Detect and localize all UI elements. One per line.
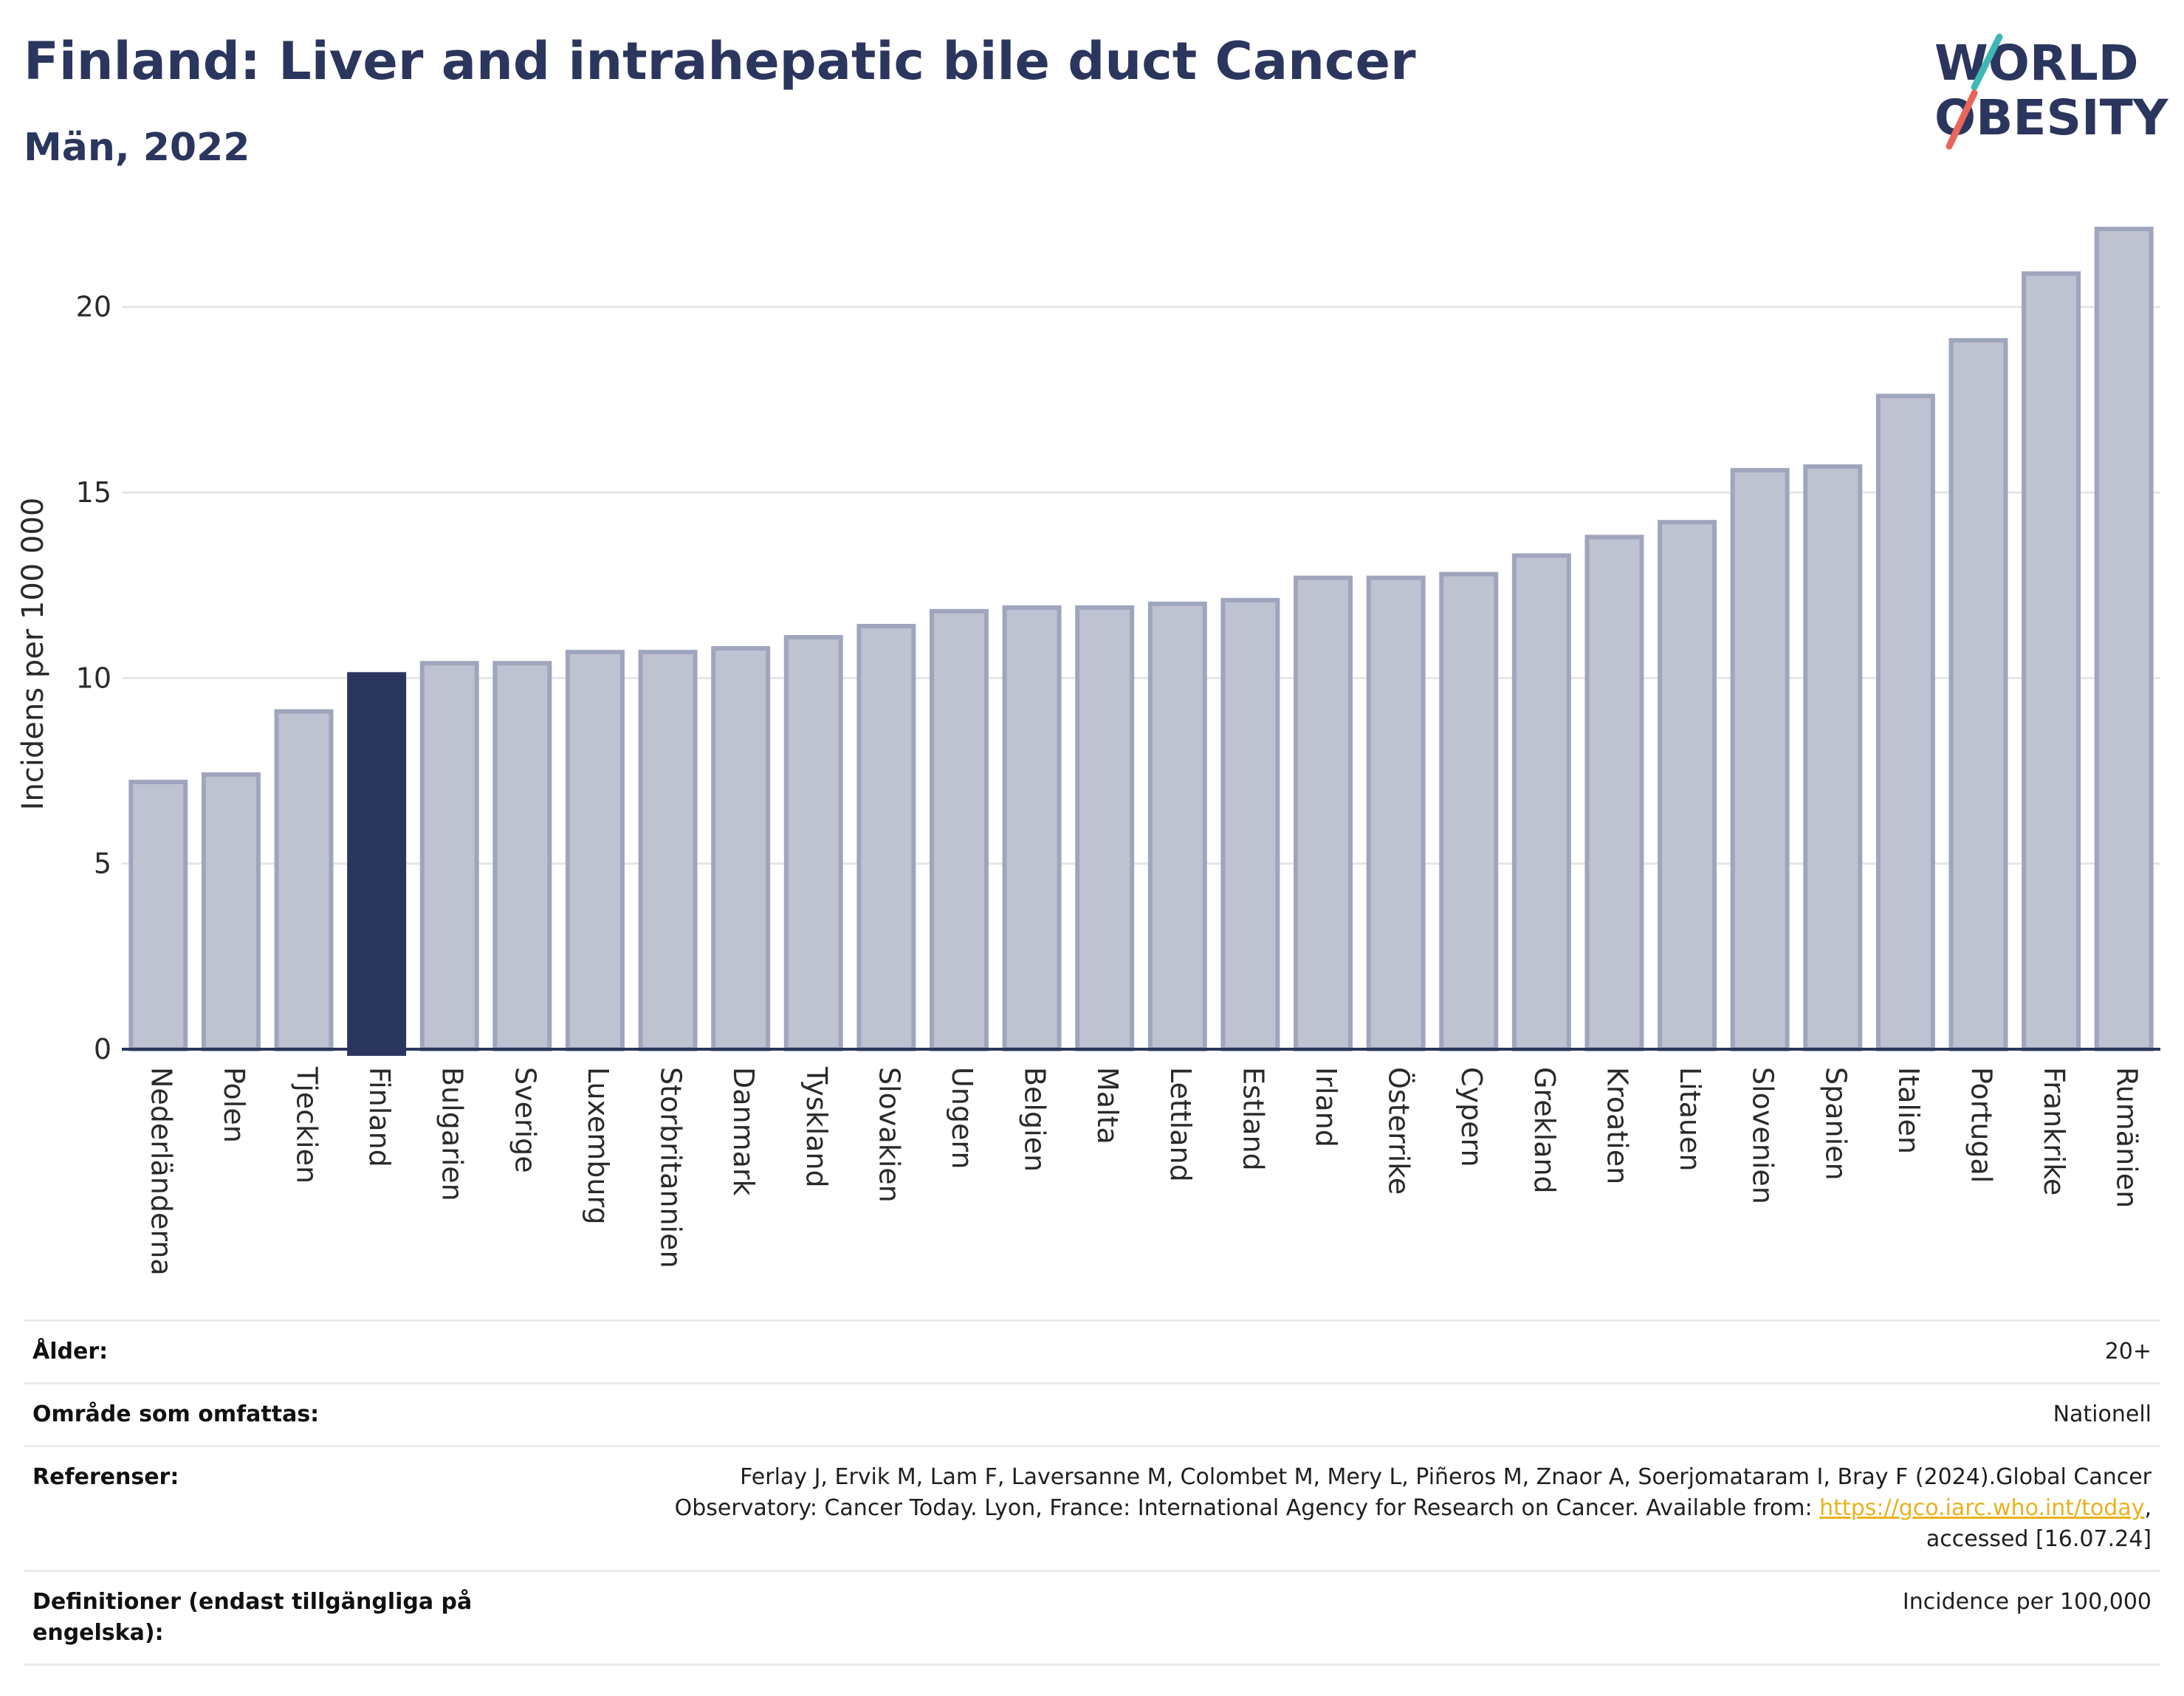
bar bbox=[1584, 535, 1644, 1051]
bar bbox=[419, 661, 479, 1051]
bar bbox=[1948, 337, 2008, 1051]
y-tick-label: 0 bbox=[94, 1033, 111, 1065]
x-tick-label: Rumänien bbox=[2111, 1067, 2143, 1208]
chart-subtitle: Män, 2022 bbox=[24, 126, 250, 170]
bar bbox=[565, 650, 625, 1051]
x-tick-label: Cypern bbox=[1455, 1067, 1488, 1167]
bar bbox=[1220, 597, 1280, 1051]
meta-label: Ålder: bbox=[32, 1339, 109, 1364]
bar bbox=[201, 772, 261, 1051]
reference-text: , bbox=[2144, 1495, 2152, 1521]
bar bbox=[128, 780, 188, 1051]
x-tick-label: Estland bbox=[1237, 1067, 1269, 1171]
meta-label: Definitioner (endast tillgängliga på eng… bbox=[32, 1589, 473, 1646]
x-tick-label: Irland bbox=[1310, 1067, 1342, 1147]
reference-text: accessed [16.07.24] bbox=[1926, 1526, 2152, 1552]
y-axis-label: Incidens per 100 000 bbox=[16, 498, 50, 811]
meta-row-age: Ålder: 20+ bbox=[24, 1319, 2160, 1382]
x-tick-label: Bulgarien bbox=[436, 1067, 469, 1201]
bar-chart: 0 5 10 15 20 Nederländerna Polen Tjeckien Finlan… bbox=[16, 227, 2160, 1276]
meta-row-references: Referenser: Ferlay J, Ervik M, Lam F, La… bbox=[24, 1445, 2160, 1570]
bar bbox=[930, 608, 989, 1051]
bar bbox=[1803, 464, 1863, 1051]
x-tick-label: Luxemburg bbox=[582, 1067, 614, 1225]
reference-text: Observatory: Cancer Today. Lyon, France:… bbox=[674, 1495, 1820, 1521]
metadata-table: Ålder: 20+ Område som omfattas: Nationel… bbox=[24, 1319, 2160, 1666]
x-tick-label: Sverige bbox=[509, 1067, 541, 1173]
x-tick-label: Kroatien bbox=[1601, 1067, 1633, 1184]
x-tick-label: Danmark bbox=[727, 1067, 760, 1196]
x-tick-label: Nederländerna bbox=[145, 1067, 177, 1276]
logo-slash-teal-icon bbox=[1971, 33, 2003, 91]
bar bbox=[1511, 553, 1571, 1051]
axes: 0 5 10 15 20 Nederländerna Polen Tjeckien Finlan… bbox=[76, 291, 2160, 1276]
y-tick-label: 20 bbox=[76, 291, 111, 323]
y-tick-label: 5 bbox=[94, 848, 111, 880]
y-tick-label: 15 bbox=[76, 476, 111, 509]
x-tick-label: Italien bbox=[1892, 1067, 1925, 1154]
meta-label: Område som omfattas: bbox=[32, 1401, 320, 1427]
bar-highlighted bbox=[347, 672, 407, 1056]
bar bbox=[492, 661, 552, 1051]
x-tick-label: Finland bbox=[363, 1067, 396, 1167]
x-tick-label: Storbritannien bbox=[655, 1067, 687, 1268]
bar bbox=[711, 646, 771, 1051]
x-tick-label: Litauen bbox=[1674, 1067, 1706, 1171]
y-tick-label: 10 bbox=[76, 662, 111, 694]
bar bbox=[1730, 467, 1790, 1051]
x-tick-label: Malta bbox=[1091, 1067, 1124, 1144]
chart-title: Finland: Liver and intrahepatic bile duc… bbox=[24, 31, 1416, 92]
bar bbox=[1147, 601, 1207, 1051]
x-tick-label: Österrike bbox=[1383, 1067, 1415, 1195]
bar bbox=[1294, 575, 1353, 1051]
bars bbox=[128, 227, 2154, 1056]
bar bbox=[1366, 575, 1426, 1051]
bar bbox=[856, 623, 916, 1051]
bar bbox=[274, 709, 334, 1051]
meta-label: Referenser: bbox=[32, 1464, 179, 1490]
bar bbox=[1658, 520, 1717, 1051]
bar bbox=[1439, 571, 1499, 1051]
reference-link[interactable]: https://gco.iarc.who.int/today bbox=[1819, 1495, 2145, 1521]
x-tick-label: Spanien bbox=[1819, 1067, 1852, 1181]
x-tick-label: Tjeckien bbox=[291, 1066, 323, 1184]
x-tick-label: Grekland bbox=[1528, 1067, 1561, 1194]
bar bbox=[783, 635, 843, 1051]
x-tick-label: Lettland bbox=[1164, 1067, 1197, 1182]
meta-row-coverage: Område som omfattas: Nationell bbox=[24, 1382, 2160, 1445]
x-tick-label: Frankrike bbox=[2038, 1067, 2070, 1195]
x-tick-label: Slovenien bbox=[1747, 1067, 1779, 1204]
bar bbox=[638, 650, 698, 1051]
logo-line1: WORLD bbox=[1934, 35, 2139, 92]
x-tick-label: Belgien bbox=[1019, 1067, 1051, 1172]
bar bbox=[1002, 605, 1062, 1051]
meta-value: Ferlay J, Ervik M, Lam F, Laversanne M, … bbox=[675, 1462, 2152, 1555]
bar bbox=[2094, 227, 2154, 1051]
bar bbox=[1875, 394, 1935, 1051]
meta-value: 20+ bbox=[2104, 1339, 2152, 1364]
x-tick-label: Tyskland bbox=[800, 1066, 833, 1188]
reference-text: Ferlay J, Ervik M, Lam F, Laversanne M, … bbox=[740, 1464, 2152, 1490]
x-tick-label: Ungern bbox=[946, 1067, 978, 1169]
x-tick-label: Slovakien bbox=[873, 1067, 905, 1203]
meta-value: Nationell bbox=[2053, 1401, 2152, 1427]
meta-row-definitions: Definitioner (endast tillgängliga på eng… bbox=[24, 1570, 2160, 1666]
logo-slash-red-icon bbox=[1946, 89, 1978, 150]
x-tick-label: Polen bbox=[218, 1067, 250, 1143]
meta-value: Incidence per 100,000 bbox=[1902, 1589, 2152, 1615]
x-tick-label: Portugal bbox=[1965, 1067, 1997, 1183]
world-obesity-logo: WORLD OBESITY bbox=[1934, 33, 2169, 150]
bar bbox=[1075, 605, 1135, 1051]
bar bbox=[2022, 271, 2081, 1052]
